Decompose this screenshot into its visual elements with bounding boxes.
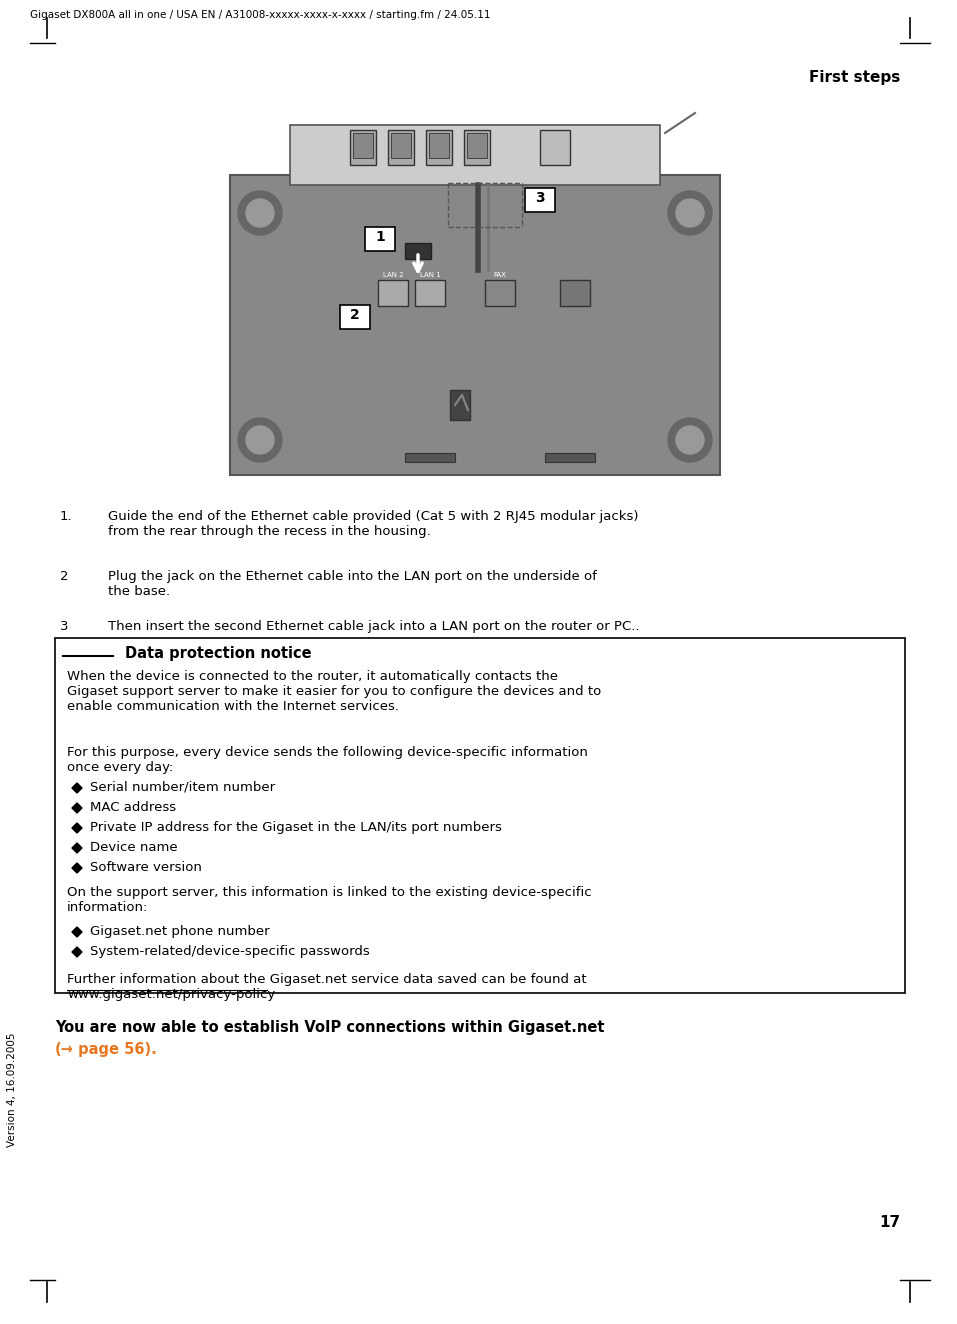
Text: 2: 2 bbox=[60, 571, 69, 583]
Text: page 56).: page 56). bbox=[73, 1042, 157, 1057]
Text: System-related/device-specific passwords: System-related/device-specific passwords bbox=[90, 945, 369, 959]
Polygon shape bbox=[72, 947, 82, 957]
Polygon shape bbox=[72, 782, 82, 793]
Bar bbox=[388, 130, 414, 166]
Text: Gigaset.net phone number: Gigaset.net phone number bbox=[90, 925, 270, 937]
Text: LAN 1: LAN 1 bbox=[419, 271, 440, 278]
Circle shape bbox=[676, 426, 704, 454]
Polygon shape bbox=[72, 863, 82, 873]
Bar bbox=[391, 132, 411, 158]
Circle shape bbox=[238, 418, 282, 462]
Text: 3: 3 bbox=[535, 191, 545, 205]
Polygon shape bbox=[72, 927, 82, 937]
Bar bbox=[464, 130, 490, 166]
Text: For this purpose, every device sends the following device-specific information
o: For this purpose, every device sends the… bbox=[67, 745, 588, 775]
Bar bbox=[545, 453, 595, 462]
Text: 3: 3 bbox=[60, 620, 69, 633]
Bar bbox=[415, 279, 445, 306]
Text: 1: 1 bbox=[375, 230, 385, 244]
Circle shape bbox=[238, 191, 282, 234]
Bar bbox=[350, 130, 376, 166]
Text: Gigaset DX800A all in one / USA EN / A31008-xxxxx-xxxx-x-xxxx / starting.fm / 24: Gigaset DX800A all in one / USA EN / A31… bbox=[30, 11, 491, 20]
Text: 2: 2 bbox=[350, 308, 360, 322]
Text: When the device is connected to the router, it automatically contacts the
Gigase: When the device is connected to the rout… bbox=[67, 670, 601, 714]
Circle shape bbox=[246, 199, 274, 226]
Text: Version 4, 16.09.2005: Version 4, 16.09.2005 bbox=[7, 1033, 17, 1148]
Polygon shape bbox=[72, 824, 82, 833]
Circle shape bbox=[246, 426, 274, 454]
Circle shape bbox=[676, 199, 704, 226]
Bar bbox=[540, 130, 570, 166]
FancyArrowPatch shape bbox=[413, 254, 422, 271]
Text: FAX: FAX bbox=[494, 271, 506, 278]
Bar bbox=[450, 391, 470, 420]
Text: You are now able to establish VoIP connections within Gigaset.net: You are now able to establish VoIP conne… bbox=[55, 1019, 605, 1035]
Bar bbox=[55, 638, 905, 993]
Bar bbox=[353, 132, 373, 158]
Bar bbox=[405, 453, 455, 462]
Bar bbox=[467, 132, 487, 158]
Text: LAN 2: LAN 2 bbox=[383, 271, 403, 278]
Text: (→: (→ bbox=[55, 1042, 74, 1057]
Text: Guide the end of the Ethernet cable provided (Cat 5 with 2 RJ45 modular jacks)
f: Guide the end of the Ethernet cable prov… bbox=[108, 510, 638, 538]
Bar bbox=[560, 279, 590, 306]
Text: 17: 17 bbox=[879, 1215, 900, 1230]
Text: Further information about the Gigaset.net service data saved can be found at
www: Further information about the Gigaset.ne… bbox=[67, 973, 587, 1001]
Bar bbox=[378, 279, 408, 306]
Text: Plug the jack on the Ethernet cable into the LAN port on the underside of
the ba: Plug the jack on the Ethernet cable into… bbox=[108, 571, 597, 598]
Text: Private IP address for the Gigaset in the LAN/its port numbers: Private IP address for the Gigaset in th… bbox=[90, 821, 501, 834]
Bar bbox=[340, 305, 370, 328]
Text: Serial number/item number: Serial number/item number bbox=[90, 781, 275, 794]
Text: Device name: Device name bbox=[90, 841, 178, 854]
Bar bbox=[429, 132, 449, 158]
Text: Data protection notice: Data protection notice bbox=[125, 646, 312, 661]
Text: 1.: 1. bbox=[60, 510, 73, 523]
Circle shape bbox=[668, 191, 712, 234]
Bar bbox=[365, 226, 395, 252]
Polygon shape bbox=[72, 802, 82, 813]
Text: Then insert the second Ethernet cable jack into a LAN port on the router or PC..: Then insert the second Ethernet cable ja… bbox=[108, 620, 639, 633]
Text: Software version: Software version bbox=[90, 861, 202, 874]
Polygon shape bbox=[72, 843, 82, 853]
Text: On the support server, this information is linked to the existing device-specifi: On the support server, this information … bbox=[67, 886, 591, 914]
Bar bbox=[485, 279, 515, 306]
Text: First steps: First steps bbox=[809, 70, 900, 85]
Bar bbox=[525, 188, 555, 212]
Bar bbox=[290, 124, 660, 185]
Bar bbox=[405, 244, 431, 260]
Text: MAC address: MAC address bbox=[90, 801, 176, 814]
Circle shape bbox=[668, 418, 712, 462]
Bar bbox=[426, 130, 452, 166]
Bar bbox=[230, 175, 720, 475]
